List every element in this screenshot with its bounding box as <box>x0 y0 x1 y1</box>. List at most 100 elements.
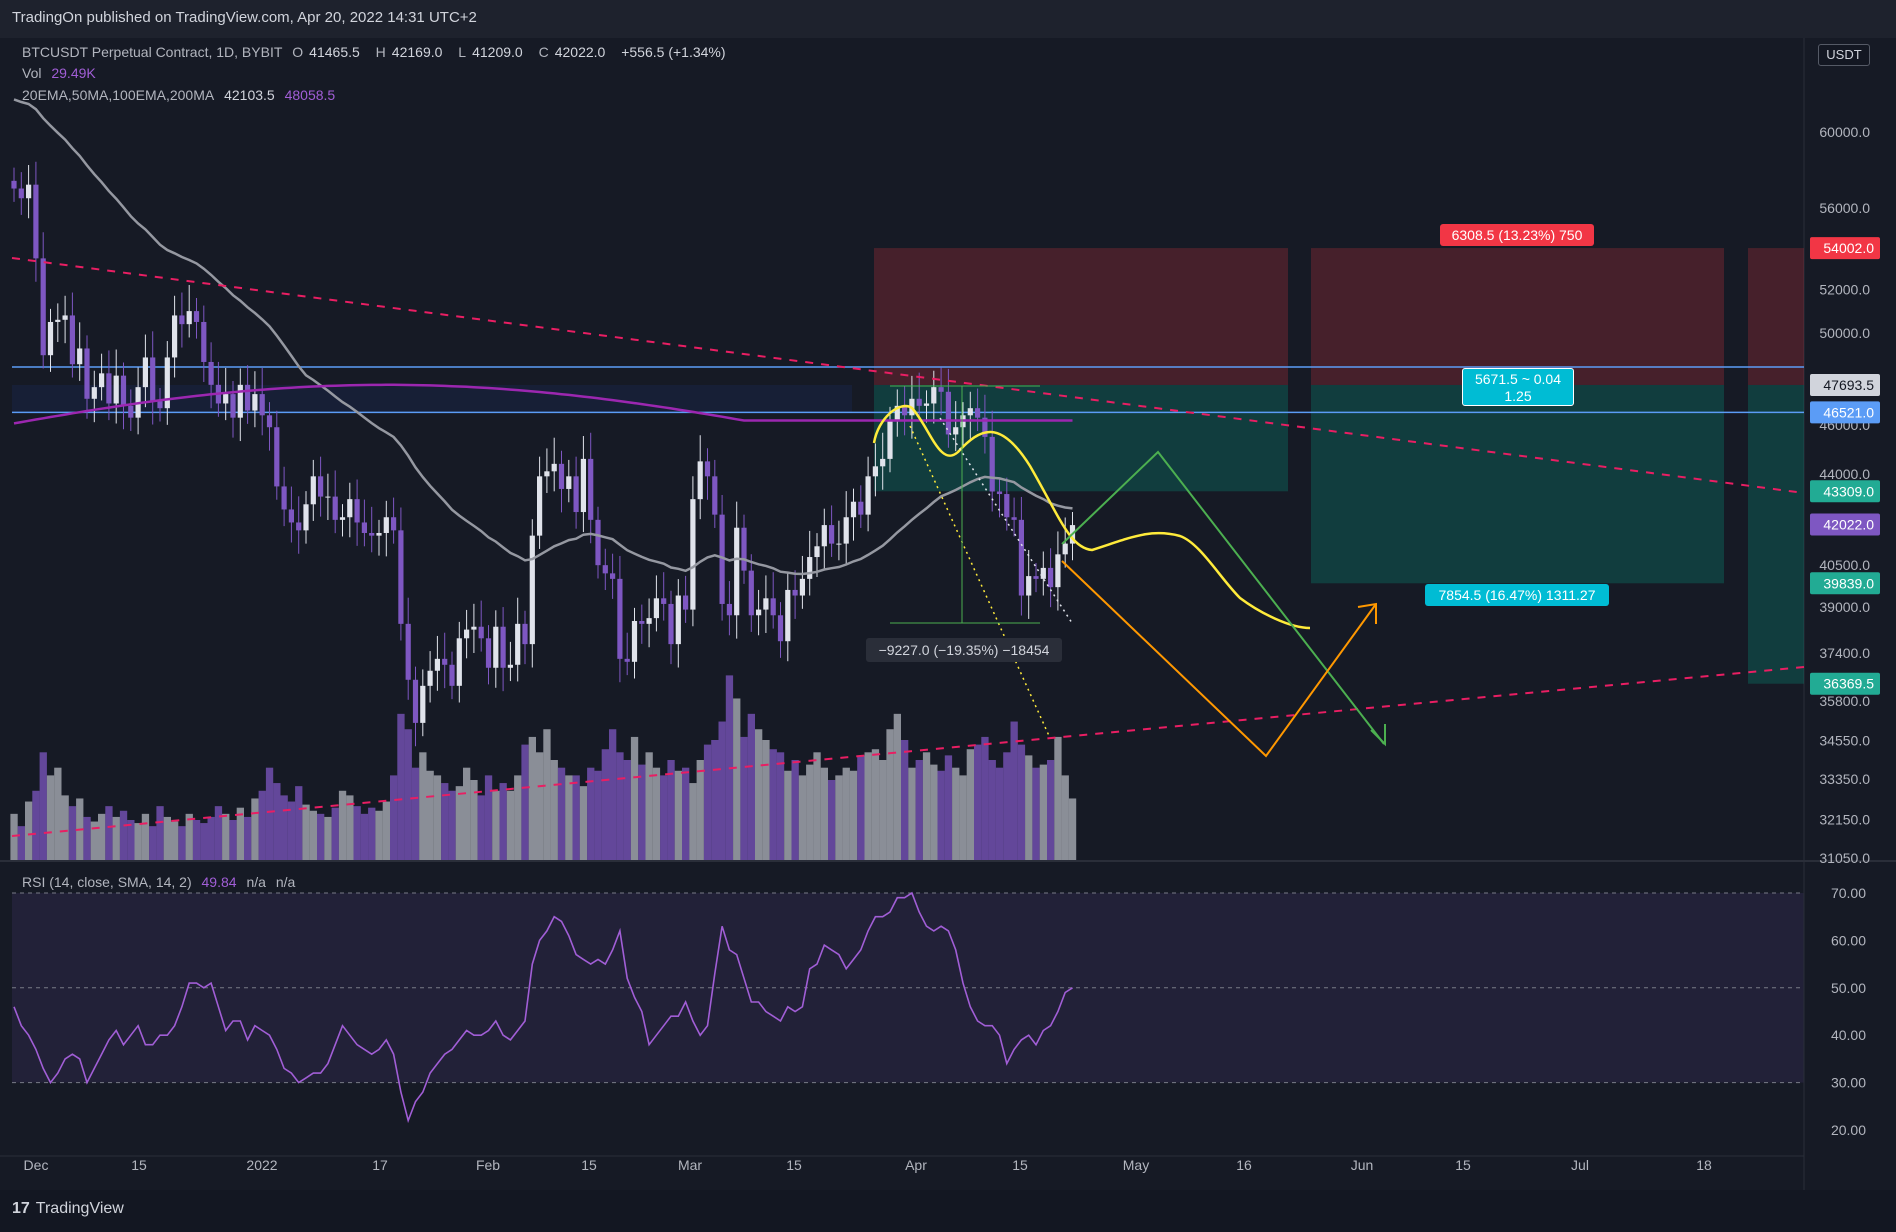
candle-body <box>646 618 652 624</box>
candle-body <box>515 623 521 665</box>
candle-body <box>281 486 287 510</box>
candle-body <box>756 609 762 616</box>
volume-bar <box>331 807 339 860</box>
volume-bar <box>214 806 223 860</box>
volume-bar <box>1003 752 1011 860</box>
volume-bar <box>645 752 653 860</box>
volume-bar <box>1054 736 1062 860</box>
price-range-measure-callout: −9227.0 (−19.35%) −18454 <box>866 638 1062 662</box>
candle-body <box>383 517 389 533</box>
volume-bar <box>828 780 836 860</box>
time-tick-label: Jul <box>1571 1157 1589 1173</box>
rr-line1: 5671.5 ~ 0.04 <box>1474 371 1562 387</box>
volume-bar <box>433 775 442 860</box>
volume-bar <box>141 813 150 860</box>
candle-body <box>748 570 754 616</box>
volume-bar <box>1061 775 1069 860</box>
candle-body <box>172 315 178 358</box>
volume-bar <box>857 755 865 860</box>
volume-bar <box>127 820 135 860</box>
volume-bar <box>484 775 493 860</box>
candle-body <box>1040 567 1046 579</box>
chart-canvas[interactable]: 60000.056000.052000.050000.046000.044000… <box>0 38 1896 1190</box>
rsi-tick-label: 20.00 <box>1831 1122 1866 1138</box>
candle-body <box>296 522 302 531</box>
candle-body <box>361 522 367 533</box>
candle-body <box>945 391 951 435</box>
price-tick-label: 52000.0 <box>1819 282 1870 298</box>
rsi-line <box>13 891 1073 1124</box>
candle-body <box>792 589 798 596</box>
currency-button[interactable]: USDT <box>1818 44 1870 66</box>
candle-body <box>223 394 229 404</box>
candle-body <box>894 405 900 421</box>
volume-bar <box>280 795 288 860</box>
candle-body <box>157 401 163 409</box>
volume-bar <box>776 752 785 860</box>
volume-bar <box>755 729 763 860</box>
candle-body <box>26 184 32 199</box>
volume-bar <box>922 752 931 860</box>
volume-bar <box>98 813 106 860</box>
volume-bar <box>463 767 471 860</box>
candle-body <box>128 405 134 418</box>
candle-body <box>11 180 17 189</box>
candle-body <box>719 514 725 604</box>
volume-bar <box>178 826 186 860</box>
candle-body <box>843 517 849 544</box>
volume-bar <box>660 775 668 860</box>
price-tick-label: 32150.0 <box>1819 812 1870 828</box>
tradingview-logo[interactable]: 17 TradingView <box>12 1200 124 1218</box>
candle-body <box>923 403 930 406</box>
candle-body <box>558 463 565 489</box>
candle-body <box>442 658 448 665</box>
rr-line2: 1.25 <box>1504 388 1532 404</box>
price-tick-label: 37400.0 <box>1819 645 1870 661</box>
rsi-tick-label: 60.00 <box>1831 932 1866 948</box>
stop-zone-0 <box>874 248 1288 385</box>
volume-bar <box>974 744 982 860</box>
candle-body <box>230 394 236 418</box>
legend-low: L 41209.0 <box>458 44 523 60</box>
time-tick-label: 15 <box>786 1157 802 1173</box>
time-tick-label: 15 <box>131 1157 147 1173</box>
volume-bar <box>404 729 412 860</box>
price-tick-label: 34550.0 <box>1819 732 1870 748</box>
candle-body <box>573 476 579 513</box>
price-tick-label: 50000.0 <box>1819 325 1870 341</box>
volume-bar <box>543 729 551 860</box>
volume-bar <box>61 795 69 860</box>
candle-body <box>55 319 61 322</box>
candle-body <box>996 491 1003 495</box>
volume-bar <box>579 786 588 860</box>
candle-body <box>332 496 338 520</box>
candle-body <box>683 595 689 610</box>
candle-body <box>880 458 886 467</box>
volume-bar <box>83 816 91 860</box>
price-tag <box>1810 672 1880 695</box>
volume-bar <box>959 775 967 860</box>
price-tick-label: 44000.0 <box>1819 466 1870 482</box>
candle-body <box>208 361 214 385</box>
time-tick-label: 16 <box>1236 1157 1252 1173</box>
candle-body <box>602 565 608 574</box>
volume-bar <box>937 770 945 860</box>
volume-bar <box>879 760 887 860</box>
green-projection-path <box>1061 450 1385 745</box>
legend-ma-val2: 48058.5 <box>284 87 336 103</box>
time-tick-label: Feb <box>476 1157 500 1173</box>
volume-bar <box>317 813 325 860</box>
volume-bar <box>521 744 529 860</box>
volume-bar <box>360 813 369 860</box>
candle-body <box>69 315 75 365</box>
candle-body <box>982 417 988 437</box>
candle-body <box>369 532 375 536</box>
volume-bar <box>550 760 558 860</box>
volume-bar <box>375 810 383 860</box>
candle-body <box>150 357 156 402</box>
candle-body <box>376 532 382 536</box>
rsi-tick-label: 70.00 <box>1831 885 1866 901</box>
footer: 17 TradingView <box>0 1190 1896 1232</box>
volume-bar <box>1039 764 1047 860</box>
candle-body <box>106 373 112 404</box>
